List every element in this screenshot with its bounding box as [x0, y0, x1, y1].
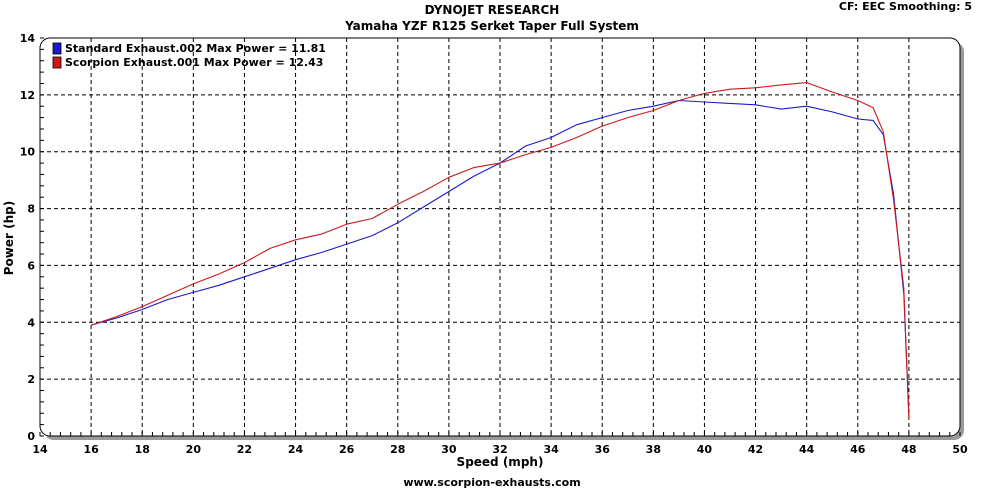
legend-entry-0: Standard Exhaust.002 Max Power = 11.81: [65, 42, 326, 55]
x-tick-label: 14: [32, 443, 48, 456]
chart-subtitle: Yamaha YZF R125 Serket Taper Full System: [344, 19, 639, 33]
x-tick-label: 46: [850, 443, 866, 456]
x-tick-label: 22: [237, 443, 252, 456]
x-tick-label: 36: [595, 443, 611, 456]
x-tick-label: 16: [83, 443, 99, 456]
y-tick-label: 4: [27, 316, 35, 329]
x-tick-label: 34: [543, 443, 559, 456]
x-tick-label: 38: [646, 443, 661, 456]
chart-title: DYNOJET RESEARCH: [425, 3, 560, 17]
y-tick-label: 2: [27, 373, 35, 386]
legend-swatch-1: [52, 56, 62, 69]
x-tick-label: 50: [952, 443, 968, 456]
y-tick-label: 12: [20, 89, 35, 102]
x-tick-label: 20: [186, 443, 202, 456]
x-tick-label: 28: [390, 443, 405, 456]
series-line-1: [90, 82, 910, 419]
x-tick-label: 32: [492, 443, 507, 456]
y-tick-label: 8: [27, 203, 35, 216]
x-axis-label: Speed (mph): [457, 455, 544, 469]
x-tick-label: 48: [901, 443, 916, 456]
x-tick-label: 42: [748, 443, 763, 456]
y-tick-label: 14: [20, 32, 36, 45]
x-tick-label: 18: [135, 443, 150, 456]
cf-smoothing-info: CF: EEC Smoothing: 5: [839, 0, 972, 13]
plot-area: 14 16 18 20 22 24 26 28 30 32 34 36 38 40 42 44 46 48 5002…: [20, 32, 968, 456]
website-footer: www.scorpion-exhausts.com: [403, 476, 580, 489]
legend-entry-1: Scorpion Exhaust.001 Max Power = 12.43: [65, 56, 323, 69]
x-tick-label: 24: [288, 443, 304, 456]
y-tick-label: 10: [20, 146, 36, 159]
x-tick-label: 44: [799, 443, 815, 456]
y-tick-label: 6: [27, 259, 35, 272]
y-tick-label: 0: [27, 430, 35, 443]
y-axis-label: Power (hp): [2, 201, 16, 275]
x-tick-label: 26: [339, 443, 355, 456]
legend-swatch-0: [52, 42, 62, 55]
series-line-0: [90, 99, 910, 417]
x-tick-label: 40: [697, 443, 713, 456]
x-tick-label: 30: [441, 443, 457, 456]
